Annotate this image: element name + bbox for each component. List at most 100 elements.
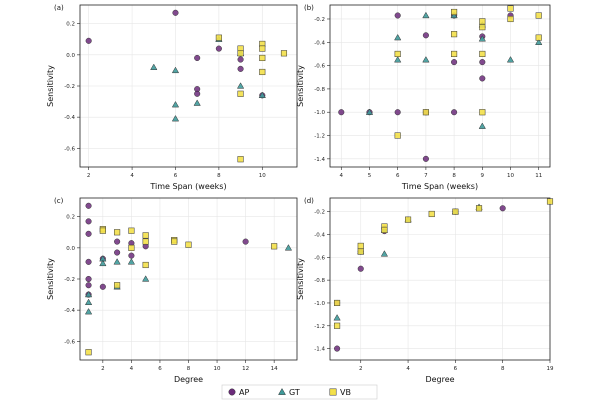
ap-point — [451, 109, 458, 116]
y-tick-label: -0.2 — [64, 277, 75, 283]
y-tick-label: -1.4 — [314, 347, 325, 353]
vb-point — [535, 34, 542, 41]
y-tick-label: -0.4 — [64, 115, 75, 121]
gt-point — [171, 66, 180, 74]
ap-point — [237, 56, 244, 63]
x-tick-label: 9 — [481, 173, 485, 179]
ap-point — [334, 345, 341, 352]
panel-label: (d) — [304, 197, 314, 205]
y-tick-label: -1.4 — [314, 157, 325, 163]
vb-point — [546, 198, 554, 205]
gt-point — [422, 56, 430, 63]
ap-point — [394, 12, 401, 19]
vb-point — [142, 232, 149, 239]
axes-frame — [329, 4, 551, 168]
panels: 2 4 6 8 10 -0.6 -0.4 -0.2 0.0 0.2 (a) Time Span (we… — [46, 4, 554, 384]
vb-point — [451, 8, 458, 16]
vb-point — [452, 208, 459, 215]
x-tick-label: 6 — [158, 366, 162, 372]
ap-point — [242, 238, 249, 245]
x-tick-label: 8 — [187, 366, 191, 372]
vb-point — [99, 227, 106, 234]
gt-point — [535, 38, 543, 45]
x-tick-label: 6 — [396, 173, 400, 179]
legend-ap-marker — [228, 388, 236, 396]
x-tick-label: 10 — [214, 366, 221, 372]
vb-point — [237, 156, 244, 163]
x-tick-label: 14 — [271, 366, 278, 372]
x-tick-label: 6 — [174, 173, 178, 179]
vb-point — [357, 248, 364, 255]
ap-point — [85, 202, 92, 209]
gt-point — [84, 290, 93, 298]
gt-point — [171, 115, 180, 122]
vb-point — [259, 68, 266, 76]
gt-point — [380, 250, 389, 257]
ap-point — [394, 109, 401, 116]
gt-point — [478, 122, 486, 129]
gt-point — [284, 244, 293, 251]
x-tick-label: 12 — [242, 366, 249, 372]
ap-point — [99, 283, 106, 290]
ap-point — [114, 249, 121, 256]
y-tick-label: -0.4 — [64, 308, 75, 314]
vb-point — [259, 54, 266, 62]
y-tick-label: -0.6 — [314, 255, 325, 261]
y-tick-label: 0.2 — [66, 22, 75, 28]
gt-point — [478, 35, 486, 42]
y-tick-label: 0.2 — [66, 215, 75, 221]
vb-point — [237, 90, 244, 97]
legend-gt-marker — [278, 387, 286, 395]
panel-2: 2 4 6 8 10 12 14 -0.6 -0.4 -0.2 0.0 0.2 (c) Degree Sen… — [46, 197, 298, 384]
gt-point — [193, 99, 201, 106]
gt-point — [142, 275, 150, 282]
legend-vb-marker — [329, 388, 337, 396]
ap-point — [479, 75, 486, 82]
x-tick-label: 4 — [130, 173, 134, 179]
vb-point — [381, 226, 388, 233]
y-tick-label: -1.2 — [314, 324, 325, 330]
x-tick-label: 10 — [259, 173, 266, 179]
vb-point — [507, 15, 514, 23]
ap-point — [422, 155, 429, 162]
vb-point — [171, 238, 178, 245]
x-tick-label: 4 — [340, 173, 344, 179]
x-tick-label: 5 — [368, 173, 372, 179]
x-tick-label: 11 — [535, 173, 542, 179]
ap-point — [194, 54, 201, 62]
vb-point — [451, 31, 458, 38]
panel-0: 2 4 6 8 10 -0.6 -0.4 -0.2 0.0 0.2 (a) Time Span (we… — [46, 4, 298, 191]
x-axis-label: Time Span (weeks) — [401, 182, 478, 191]
y-tick-label: 0.0 — [66, 246, 75, 252]
vb-point — [334, 299, 341, 307]
gt-point — [394, 56, 402, 63]
vb-point — [280, 50, 288, 57]
vb-point — [479, 109, 486, 116]
y-tick-label: -0.4 — [314, 233, 325, 239]
y-tick-label: -0.2 — [64, 84, 75, 90]
ap-point — [357, 265, 364, 272]
gt-point — [394, 33, 402, 41]
ap-point — [451, 59, 458, 66]
ap-point — [85, 275, 92, 283]
gt-point — [450, 11, 458, 19]
ap-point — [338, 109, 345, 116]
y-tick-label: -0.8 — [314, 278, 325, 284]
ap-point — [85, 258, 92, 265]
gt-point — [84, 308, 93, 315]
gt-point — [365, 108, 374, 115]
vb-point — [185, 241, 192, 248]
vb-point — [271, 243, 278, 250]
vb-point — [142, 238, 149, 245]
y-tick-label: 0.0 — [66, 53, 75, 59]
vb-point — [114, 229, 121, 236]
x-axis-label: Time Span (weeks) — [149, 182, 226, 191]
ap-point — [194, 90, 201, 97]
x-tick-label: 6 — [454, 366, 458, 372]
ap-point — [85, 218, 92, 225]
vb-point — [479, 50, 486, 57]
x-tick-label: 4 — [130, 366, 134, 372]
legend: AP GT VB — [221, 384, 378, 400]
ap-point — [479, 59, 486, 66]
